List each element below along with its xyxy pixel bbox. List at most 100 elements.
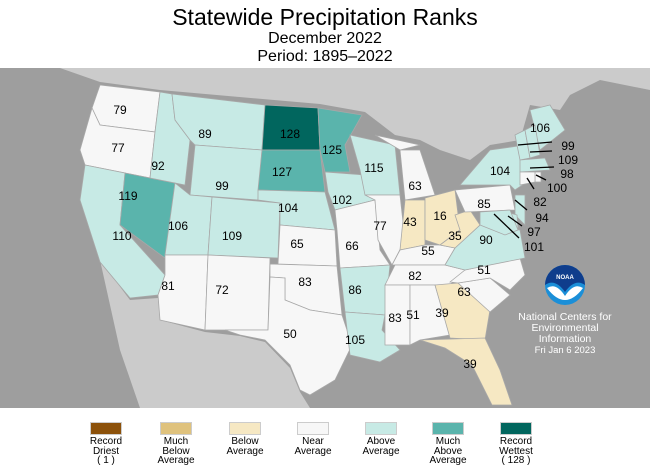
rank-label-la: 105 [345, 333, 365, 347]
legend-label: Below [231, 436, 259, 447]
leader-line-nj [514, 199, 528, 211]
map-subtitle: December 2022 [268, 30, 382, 47]
credit-date: Fri Jan 6 2023 [534, 345, 596, 356]
svg-text:NOAA: NOAA [556, 275, 574, 281]
rank-label-or: 77 [111, 141, 125, 155]
legend-swatch [229, 422, 261, 435]
legend-label: Near [302, 436, 324, 447]
credit-line-2: Environmental [531, 322, 599, 334]
state-tx [224, 276, 353, 396]
leader-line-vt [517, 141, 553, 146]
rank-label-nc: 51 [477, 263, 491, 277]
rank-label-id: 92 [151, 159, 165, 173]
rank-label-fl: 39 [463, 357, 477, 371]
rank-label-az: 81 [161, 279, 175, 293]
rank-label-va: 90 [479, 233, 493, 247]
rank-label-ia: 102 [332, 193, 352, 207]
legend-label: Average [226, 445, 264, 457]
legend-label: Driest [92, 445, 120, 457]
rank-label-nm: 72 [215, 283, 229, 297]
rank-label-ky: 55 [421, 244, 435, 258]
rank-label-ok: 83 [298, 275, 312, 289]
rank-label-sd: 127 [272, 165, 292, 179]
legend-label: Record [89, 436, 123, 447]
state-mi [374, 134, 421, 151]
rank-label-mt: 89 [198, 127, 212, 141]
rank-label-wi: 115 [364, 161, 383, 175]
rank-label-mi: 63 [408, 179, 422, 193]
rank-label-ny: 104 [490, 164, 510, 178]
rank-label-nd: 128 [280, 127, 300, 141]
rank-label-wv: 35 [448, 229, 462, 243]
state-ma [519, 157, 551, 173]
state-al [409, 284, 451, 346]
rank-label-ne: 104 [278, 201, 298, 215]
legend-label: Wettest [499, 445, 533, 457]
leader-line-nh [529, 150, 553, 153]
rank-label-sc: 63 [457, 285, 471, 299]
legend-label: ( 1 ) [97, 455, 115, 466]
legend-label: Average [294, 445, 332, 457]
legend-label: Above [433, 445, 463, 457]
legend-item-record-wettest: Record Wettest( 128 ) [481, 422, 551, 466]
legend-swatch [160, 422, 192, 435]
rank-label-co: 109 [222, 229, 242, 243]
legend-swatch [297, 422, 329, 435]
legend-swatch [500, 422, 532, 435]
map-period: Period: 1895–2022 [257, 48, 393, 65]
rank-label-pa: 85 [477, 197, 491, 211]
leader-line-de [507, 215, 523, 227]
rank-label-me: 106 [530, 121, 550, 135]
mexico-land [100, 260, 310, 408]
legend: Record Driest( 1 ) Much Below Average Below Av… [0, 422, 650, 475]
state-ms [384, 284, 411, 346]
rank-label-tx: 50 [283, 327, 297, 341]
legend-label: Record [499, 436, 533, 447]
rank-label-mo: 66 [345, 239, 359, 253]
canada-land [0, 68, 650, 160]
leader-line-ma [529, 166, 555, 169]
rank-label-ms: 83 [388, 311, 402, 325]
credit-line-3: Information [538, 333, 592, 345]
rank-label-ar: 86 [348, 283, 362, 297]
leader-line-ct [526, 177, 535, 190]
rank-label-ct: 82 [533, 195, 547, 209]
noaa-logo: NOAA [545, 265, 585, 305]
rank-label-vt: 99 [561, 139, 575, 153]
legend-swatch [90, 422, 122, 435]
rank-label-tn: 82 [408, 269, 422, 283]
credit-line-1: National Centers for [518, 311, 612, 323]
legend-label: Much [163, 436, 189, 447]
leader-line-ri [535, 174, 547, 181]
rank-label-il: 77 [373, 219, 387, 233]
rank-label-ri: 100 [547, 181, 567, 195]
legend-item-above: Above Average [346, 422, 416, 456]
state-mn [317, 107, 363, 173]
state-ks [277, 224, 338, 267]
rank-label-wa: 79 [113, 103, 127, 117]
rank-label-ca: 110 [112, 229, 131, 243]
legend-item-much-above: Much Above Average [413, 422, 483, 466]
map-title: Statewide Precipitation Ranks [172, 4, 478, 30]
state-co [207, 196, 281, 259]
rank-label-ks: 65 [290, 237, 304, 251]
leader-line-md [493, 213, 520, 239]
rank-label-al: 51 [406, 308, 420, 322]
rank-label-ga: 39 [435, 306, 449, 320]
legend-label: Much [435, 436, 461, 447]
legend-item-record-driest: Record Driest( 1 ) [71, 422, 141, 466]
state-ga [434, 282, 491, 341]
rank-label-de: 97 [527, 225, 541, 239]
legend-swatch [365, 422, 397, 435]
rank-label-ut: 106 [168, 219, 188, 233]
rank-label-in: 43 [403, 215, 417, 229]
rank-label-ma: 98 [560, 167, 574, 181]
legend-label: Average [157, 455, 195, 466]
legend-label: Average [429, 455, 467, 466]
legend-label: Average [362, 445, 400, 457]
rank-label-oh: 16 [433, 209, 447, 223]
rank-label-nv: 119 [118, 189, 137, 203]
rank-label-mn: 125 [322, 143, 342, 157]
state-fl [419, 337, 513, 406]
